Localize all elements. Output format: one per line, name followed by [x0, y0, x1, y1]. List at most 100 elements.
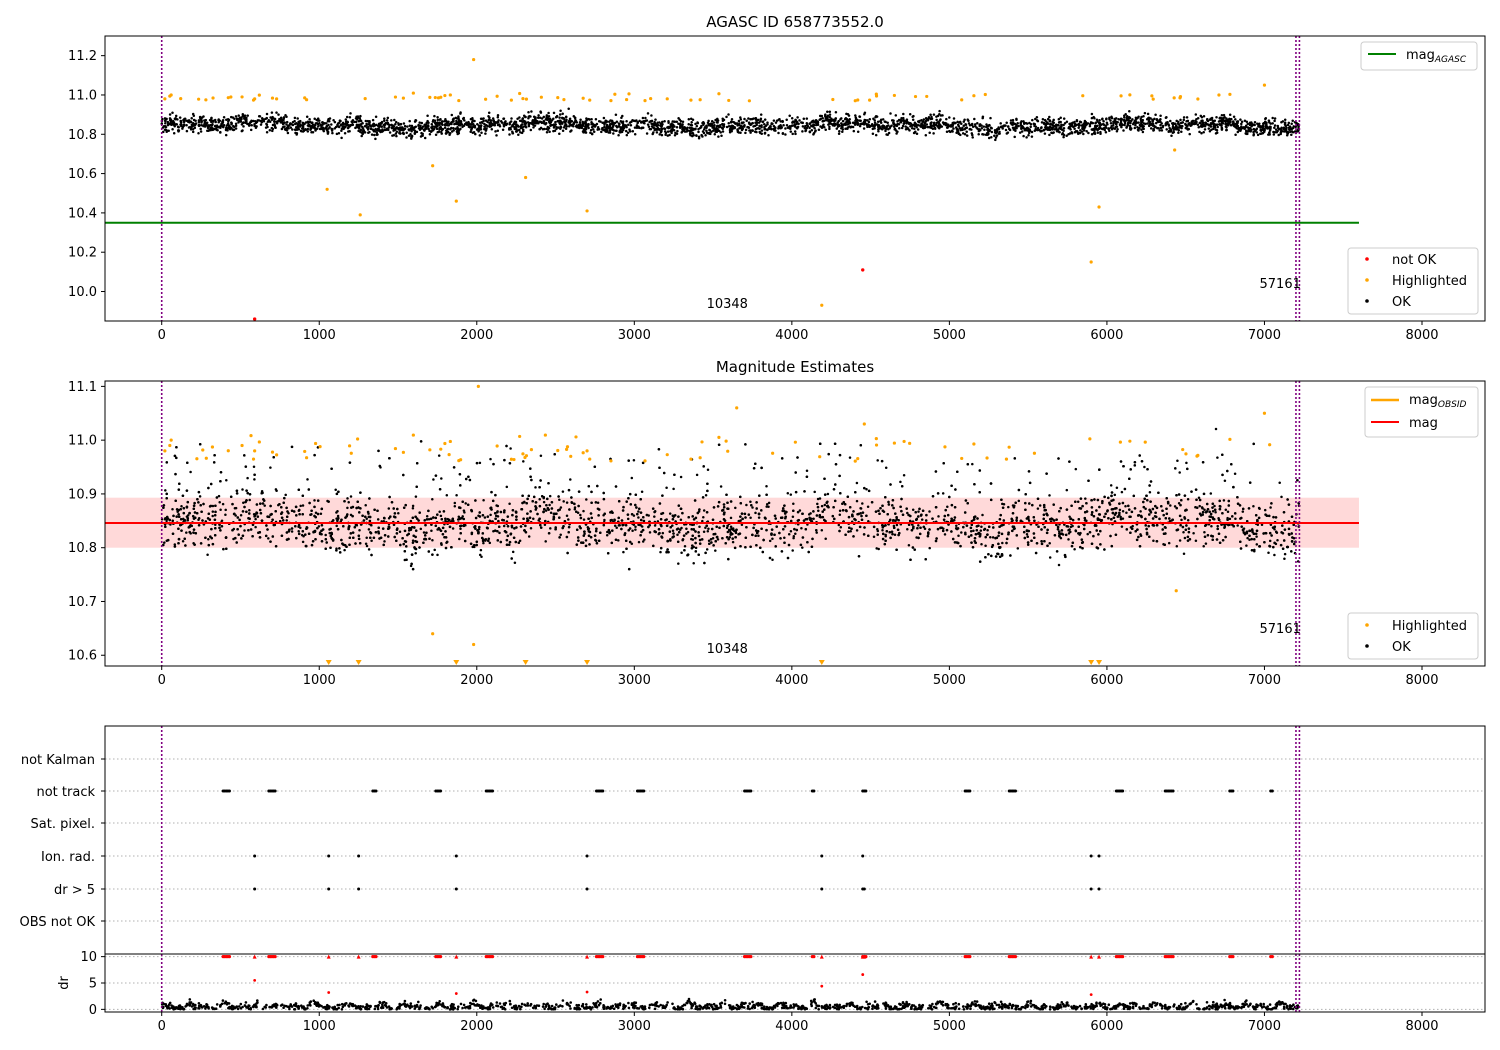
ok-point [298, 121, 301, 125]
ok-point [269, 466, 272, 469]
ok-point [933, 121, 936, 125]
ok-point [785, 124, 789, 127]
ok-point [1040, 121, 1044, 124]
ok-point [189, 128, 193, 131]
ok-point [456, 132, 459, 136]
ok-point [1114, 126, 1117, 129]
ok-point [496, 120, 500, 124]
ok-point [1115, 486, 1119, 490]
ok-point [900, 119, 904, 122]
ok-point [1210, 117, 1213, 120]
ok-point [1096, 120, 1099, 123]
ok-point [1211, 510, 1215, 513]
ok-point [349, 495, 353, 498]
ok-point [1267, 119, 1271, 122]
ok-point [1035, 128, 1039, 132]
ok-point [361, 132, 364, 136]
ok-point [478, 461, 482, 465]
top-x-tick-label: 5000 [933, 328, 966, 343]
ok-point [813, 127, 816, 130]
ok-point [1051, 131, 1054, 135]
ok-point [895, 523, 899, 527]
ok-point [998, 130, 1001, 134]
ok-point [193, 126, 197, 130]
ok-point [866, 125, 869, 129]
ok-point [866, 123, 870, 126]
ok-point [173, 543, 177, 546]
ok-point [331, 131, 334, 135]
ok-point [305, 115, 309, 118]
ok-point [810, 124, 813, 128]
ok-point [627, 123, 630, 126]
ok-point [644, 116, 647, 120]
ok-point [1027, 131, 1031, 135]
ok-point [1105, 121, 1109, 124]
ok-point [1177, 122, 1180, 126]
ok-point [170, 123, 173, 126]
ok-point [279, 117, 283, 120]
ok-point [597, 120, 601, 123]
ok-point [1136, 126, 1139, 129]
ok-point [600, 130, 603, 134]
top-legend-status [1347, 247, 1479, 315]
ok-point [360, 134, 363, 138]
ok-point [704, 494, 708, 497]
ok-point [478, 134, 482, 137]
ok-point [565, 125, 569, 128]
highlighted-point [1128, 93, 1132, 97]
ok-point [383, 117, 386, 120]
ok-point [851, 121, 855, 125]
ok-point [1178, 471, 1181, 474]
ok-point [705, 548, 709, 551]
ok-point [1215, 115, 1218, 119]
ok-point [784, 127, 787, 130]
ok-point [808, 130, 812, 133]
ok-point [439, 514, 443, 518]
ok-point [1134, 120, 1138, 123]
ok-point [933, 126, 937, 129]
ok-point [224, 128, 228, 132]
ok-point [410, 134, 414, 138]
ok-point [731, 540, 735, 544]
ok-point [1023, 129, 1027, 132]
ok-point [892, 119, 895, 122]
ok-point [1129, 119, 1133, 123]
ok-point [1011, 118, 1015, 122]
ok-point [985, 125, 988, 129]
ok-point [232, 125, 236, 129]
ok-point [1098, 118, 1101, 122]
ok-point [529, 122, 533, 125]
ok-point [581, 120, 584, 124]
ok-point [854, 122, 857, 126]
ok-point [824, 128, 827, 131]
ok-point [646, 112, 650, 115]
ok-point [1157, 127, 1160, 130]
ok-point [1273, 528, 1276, 531]
ok-point [1118, 508, 1122, 512]
ok-point [436, 131, 439, 134]
ok-point [515, 123, 518, 126]
ok-point [1213, 123, 1216, 126]
ok-point [1134, 118, 1138, 121]
ok-point [1110, 124, 1113, 128]
ok-point [281, 123, 285, 126]
ok-point [611, 128, 615, 132]
ok-point [430, 127, 434, 130]
ok-point [760, 124, 763, 127]
ok-point [222, 116, 226, 119]
ok-point [791, 124, 795, 127]
ok-point [334, 488, 337, 491]
ok-point [1278, 481, 1281, 485]
highlighted-point [518, 91, 522, 96]
ok-point [1290, 130, 1294, 133]
ok-point [554, 120, 557, 124]
ok-point [617, 122, 621, 125]
ok-point [421, 132, 424, 136]
ok-point [567, 124, 571, 128]
ok-point [1264, 117, 1267, 121]
ok-point [408, 119, 411, 123]
ok-point [478, 121, 482, 124]
ok-point [420, 121, 424, 125]
ok-point [1213, 126, 1217, 129]
ok-point [325, 122, 328, 125]
